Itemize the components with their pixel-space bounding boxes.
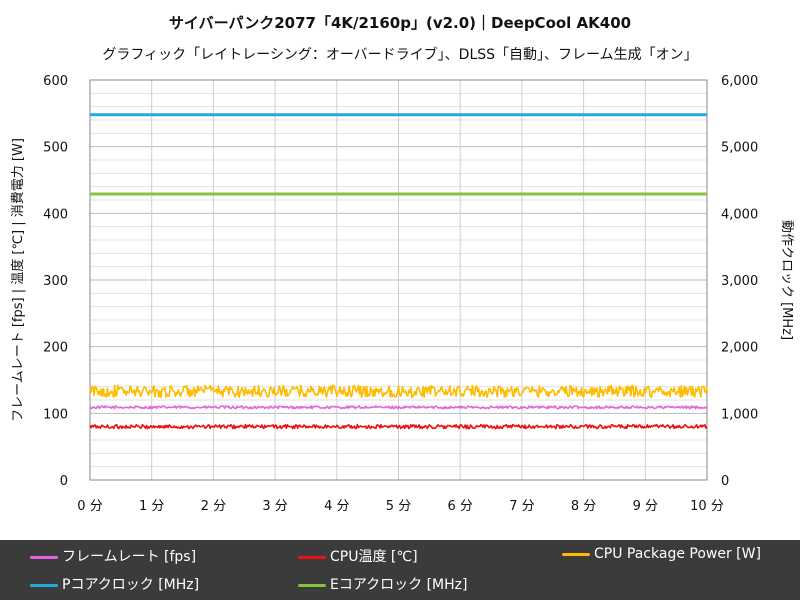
legend-label-cpu-power: CPU Package Power [W] bbox=[594, 546, 761, 562]
y-tick-label-left: 0 bbox=[60, 474, 68, 489]
y-tick-label-left: 600 bbox=[43, 74, 68, 89]
legend-swatch-ecore-clock bbox=[298, 583, 326, 587]
legend-label-cpu-temp: CPU温度 [℃] bbox=[330, 549, 418, 565]
x-tick-label: 1 分 bbox=[139, 499, 164, 514]
series-line-2 bbox=[89, 384, 708, 399]
y-tick-label-right: 0 bbox=[721, 474, 729, 489]
legend-item-fps: フレームレート [fps] bbox=[30, 546, 196, 566]
x-tick-label: 10 分 bbox=[690, 499, 724, 514]
x-tick-label: 3 分 bbox=[262, 499, 287, 514]
x-tick-label: 9 分 bbox=[633, 499, 658, 514]
x-tick-label: 4 分 bbox=[324, 499, 349, 514]
x-tick-label: 5 分 bbox=[386, 499, 411, 514]
plot-area: 0 100 200 300 400 500 600 0 1,000 2,000 3,000 4,000… bbox=[10, 74, 794, 514]
legend-item-cpu-power: CPU Package Power [W] bbox=[562, 546, 761, 562]
y-axis-title-left: フレームレート [fps] | 温度 [℃] | 消費電力 [W] bbox=[10, 138, 26, 422]
legend-item-pcore-clock: Pコアクロック [MHz] bbox=[30, 574, 199, 594]
series-line-0 bbox=[89, 405, 708, 410]
chart-subtitle: グラフィック「レイトレーシング：オーバードライブ」、DLSS「自動」、フレーム生… bbox=[102, 47, 698, 63]
y-axis-title-right: 動作クロック [MHz] bbox=[779, 220, 794, 340]
y-tick-label-right: 3,000 bbox=[721, 274, 758, 289]
y-tick-label-left: 100 bbox=[43, 407, 68, 422]
y-tick-label-left: 200 bbox=[43, 341, 68, 356]
y-tick-label-left: 500 bbox=[43, 141, 68, 156]
y-tick-label-right: 1,000 bbox=[721, 407, 758, 422]
legend-label-ecore-clock: Eコアクロック [MHz] bbox=[330, 577, 468, 593]
x-tick-label: 7 分 bbox=[509, 499, 534, 514]
y-tick-label-right: 6,000 bbox=[721, 74, 758, 89]
x-tick-label: 0 分 bbox=[77, 499, 102, 514]
y-tick-label-right: 4,000 bbox=[721, 207, 758, 222]
legend-item-ecore-clock: Eコアクロック [MHz] bbox=[298, 574, 467, 594]
chart-title: サイバーパンク2077「4K/2160p」(v2.0)｜DeepCool AK4… bbox=[168, 14, 632, 32]
x-tick-label: 8 分 bbox=[571, 499, 596, 514]
x-tick-label: 2 分 bbox=[201, 499, 226, 514]
legend-swatch-fps bbox=[30, 555, 58, 559]
legend-label-pcore-clock: Pコアクロック [MHz] bbox=[62, 577, 200, 593]
y-tick-label-right: 5,000 bbox=[721, 141, 758, 156]
y-tick-label-left: 400 bbox=[43, 207, 68, 222]
legend-item-cpu-temp: CPU温度 [℃] bbox=[298, 546, 418, 566]
plot-border bbox=[89, 79, 708, 481]
y-tick-label-right: 2,000 bbox=[721, 341, 758, 356]
x-tick-label: 6 分 bbox=[447, 499, 472, 514]
legend-swatch-pcore-clock bbox=[30, 583, 58, 587]
legend: フレームレート [fps] CPU温度 [℃] CPU Package Powe… bbox=[0, 540, 800, 600]
y-tick-label-left: 300 bbox=[43, 274, 68, 289]
legend-label-fps: フレームレート [fps] bbox=[62, 549, 197, 565]
legend-swatch-cpu-temp bbox=[298, 555, 326, 559]
series-line-1 bbox=[89, 423, 708, 430]
legend-swatch-cpu-power bbox=[562, 552, 590, 556]
